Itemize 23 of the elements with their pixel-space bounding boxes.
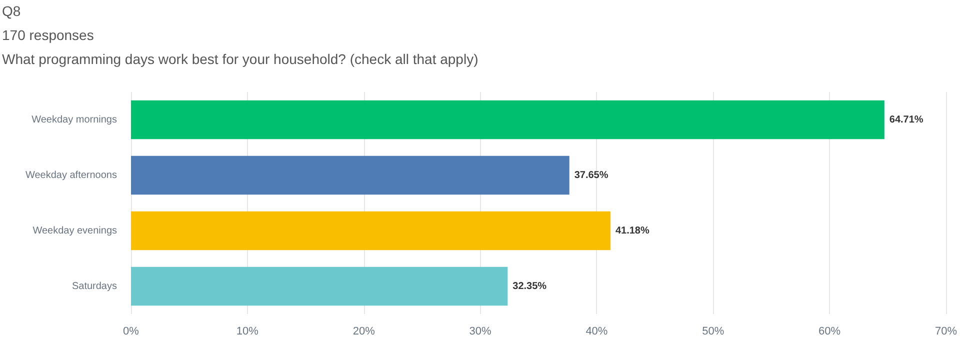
data-label: 41.18% [615,225,650,236]
data-label: 37.65% [574,170,608,181]
bar [131,100,884,140]
x-tick-label: 10% [236,326,259,338]
x-tick-label: 50% [702,326,724,338]
bar [131,156,570,195]
y-tick-label: Weekday afternoons [25,170,117,181]
text: Q8 [2,3,21,19]
x-tick-label: 40% [586,326,608,338]
bar [131,211,610,250]
data-label: 32.35% [512,280,547,292]
chart-subtitle: 170 responses [2,27,94,43]
x-tick-label: 60% [818,326,841,338]
x-tick-label: 0% [123,326,140,338]
x-tick-label: 70% [934,326,958,338]
x-tick-label: 30% [469,326,492,338]
x-tick-label: 20% [352,326,376,338]
y-tick-label: Weekday mornings [32,114,117,126]
bar [131,266,508,306]
y-tick-label: Saturdays [72,280,117,292]
text: What programming days work best for your household? (check all that apply) [2,51,478,67]
data-label: 64.71% [889,114,924,126]
y-tick-label: Weekday evenings [32,225,117,236]
